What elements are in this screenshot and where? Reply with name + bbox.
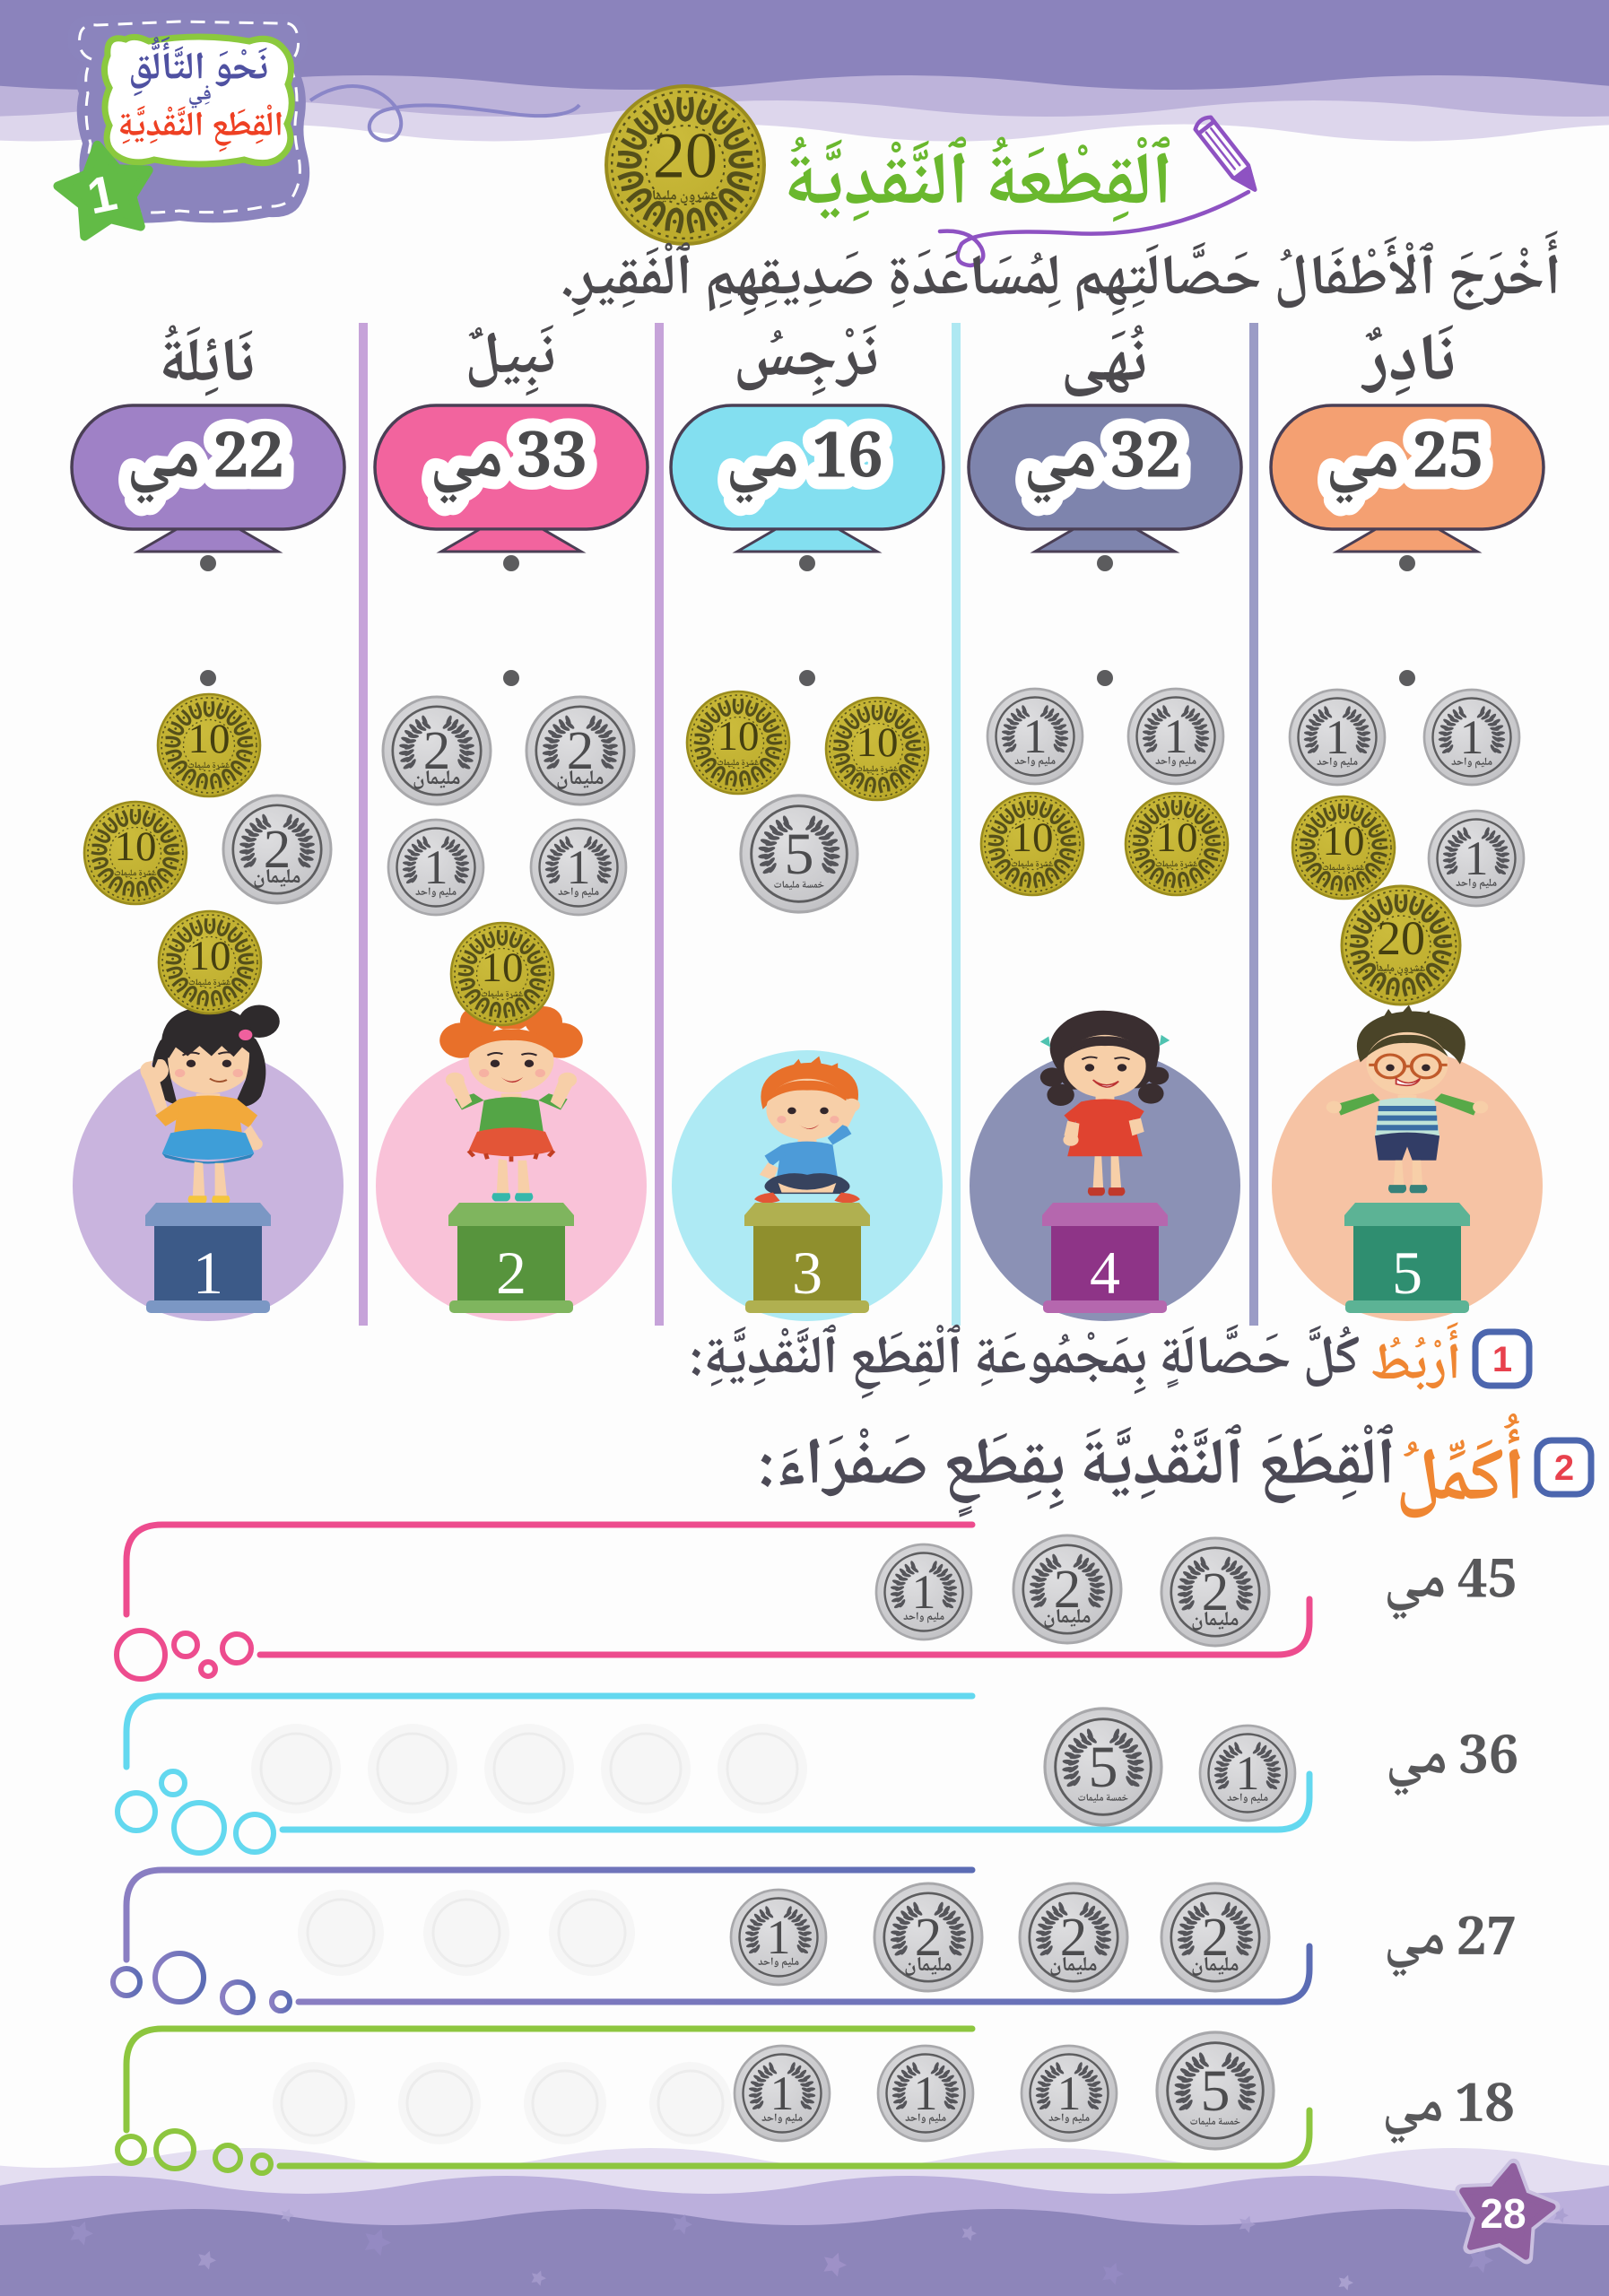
svg-text:1: 1 [1492,1340,1512,1379]
svg-text:2: 2 [496,1239,526,1307]
svg-text:5: 5 [1392,1239,1422,1307]
svg-text:4: 4 [1090,1239,1120,1307]
svg-text:28: 28 [1480,2190,1526,2237]
svg-text:2: 2 [1554,1448,1574,1488]
svg-text:1: 1 [193,1239,223,1307]
svg-text:3: 3 [792,1239,822,1307]
